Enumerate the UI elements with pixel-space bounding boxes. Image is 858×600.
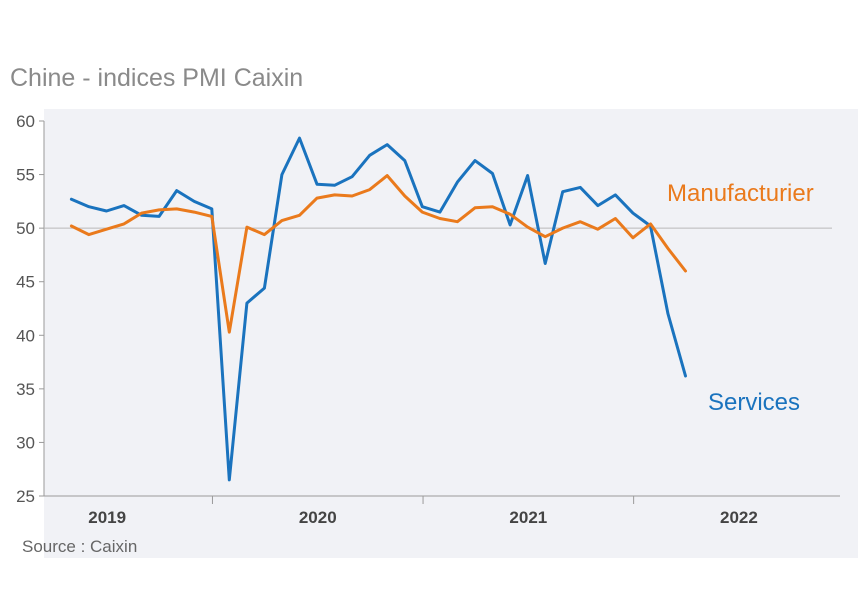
series-line-services — [69, 136, 687, 482]
y-tick-label: 40 — [16, 326, 35, 345]
y-tick-label: 50 — [16, 219, 35, 238]
series-line-manufacturier — [69, 174, 687, 334]
x-tick-label: 2021 — [509, 508, 547, 527]
chart-title: Chine - indices PMI Caixin — [10, 64, 303, 92]
x-tick-label: 2020 — [299, 508, 337, 527]
series-layer — [69, 136, 687, 482]
x-tick-label: 2022 — [720, 508, 758, 527]
y-tick-label: 25 — [16, 487, 35, 506]
x-axis: 2019 2020 2021 2022 — [88, 508, 758, 527]
y-tick-label: 55 — [16, 166, 35, 185]
y-tick-label: 30 — [16, 433, 35, 452]
y-tick-label: 60 — [16, 112, 35, 131]
series-label-services: Services — [708, 389, 800, 416]
grid-layer — [39, 120, 840, 504]
y-tick-label: 35 — [16, 380, 35, 399]
y-tick-label: 45 — [16, 273, 35, 292]
chart-source: Source : Caixin — [22, 537, 137, 556]
series-label-manufacturier: Manufacturier — [667, 180, 814, 207]
plot-background — [44, 109, 858, 558]
x-tick-label: 2019 — [88, 508, 126, 527]
y-axis: 60 55 50 45 40 35 30 25 — [16, 112, 35, 506]
